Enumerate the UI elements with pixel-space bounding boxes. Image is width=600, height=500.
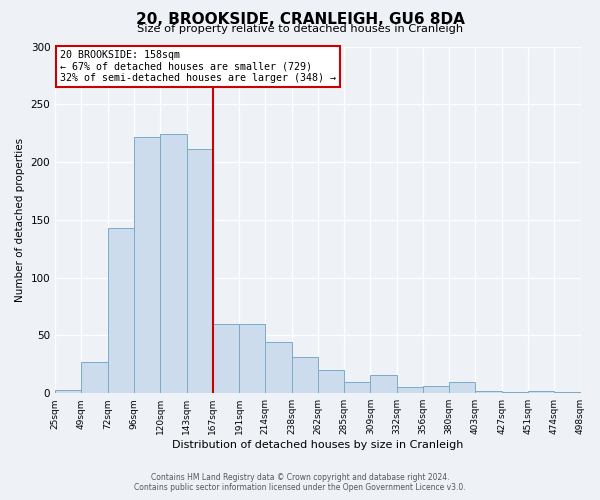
- Bar: [554, 392, 581, 393]
- Bar: [397, 388, 423, 393]
- Y-axis label: Number of detached properties: Number of detached properties: [15, 138, 25, 302]
- Bar: [370, 374, 397, 393]
- Text: 20 BROOKSIDE: 158sqm
← 67% of detached houses are smaller (729)
32% of semi-deta: 20 BROOKSIDE: 158sqm ← 67% of detached h…: [61, 50, 337, 83]
- Bar: [160, 134, 187, 393]
- Bar: [213, 324, 239, 393]
- Bar: [344, 382, 370, 393]
- Bar: [502, 392, 528, 393]
- Bar: [449, 382, 475, 393]
- X-axis label: Distribution of detached houses by size in Cranleigh: Distribution of detached houses by size …: [172, 440, 464, 450]
- Text: Contains HM Land Registry data © Crown copyright and database right 2024.
Contai: Contains HM Land Registry data © Crown c…: [134, 473, 466, 492]
- Bar: [187, 150, 213, 393]
- Text: 20, BROOKSIDE, CRANLEIGH, GU6 8DA: 20, BROOKSIDE, CRANLEIGH, GU6 8DA: [136, 12, 464, 28]
- Bar: [265, 342, 292, 393]
- Bar: [318, 370, 344, 393]
- Bar: [423, 386, 449, 393]
- Bar: [239, 324, 265, 393]
- Text: Size of property relative to detached houses in Cranleigh: Size of property relative to detached ho…: [137, 24, 463, 34]
- Bar: [82, 362, 108, 393]
- Bar: [134, 136, 160, 393]
- Bar: [292, 358, 318, 393]
- Bar: [528, 391, 554, 393]
- Bar: [55, 390, 82, 393]
- Bar: [108, 228, 134, 393]
- Bar: [475, 391, 502, 393]
